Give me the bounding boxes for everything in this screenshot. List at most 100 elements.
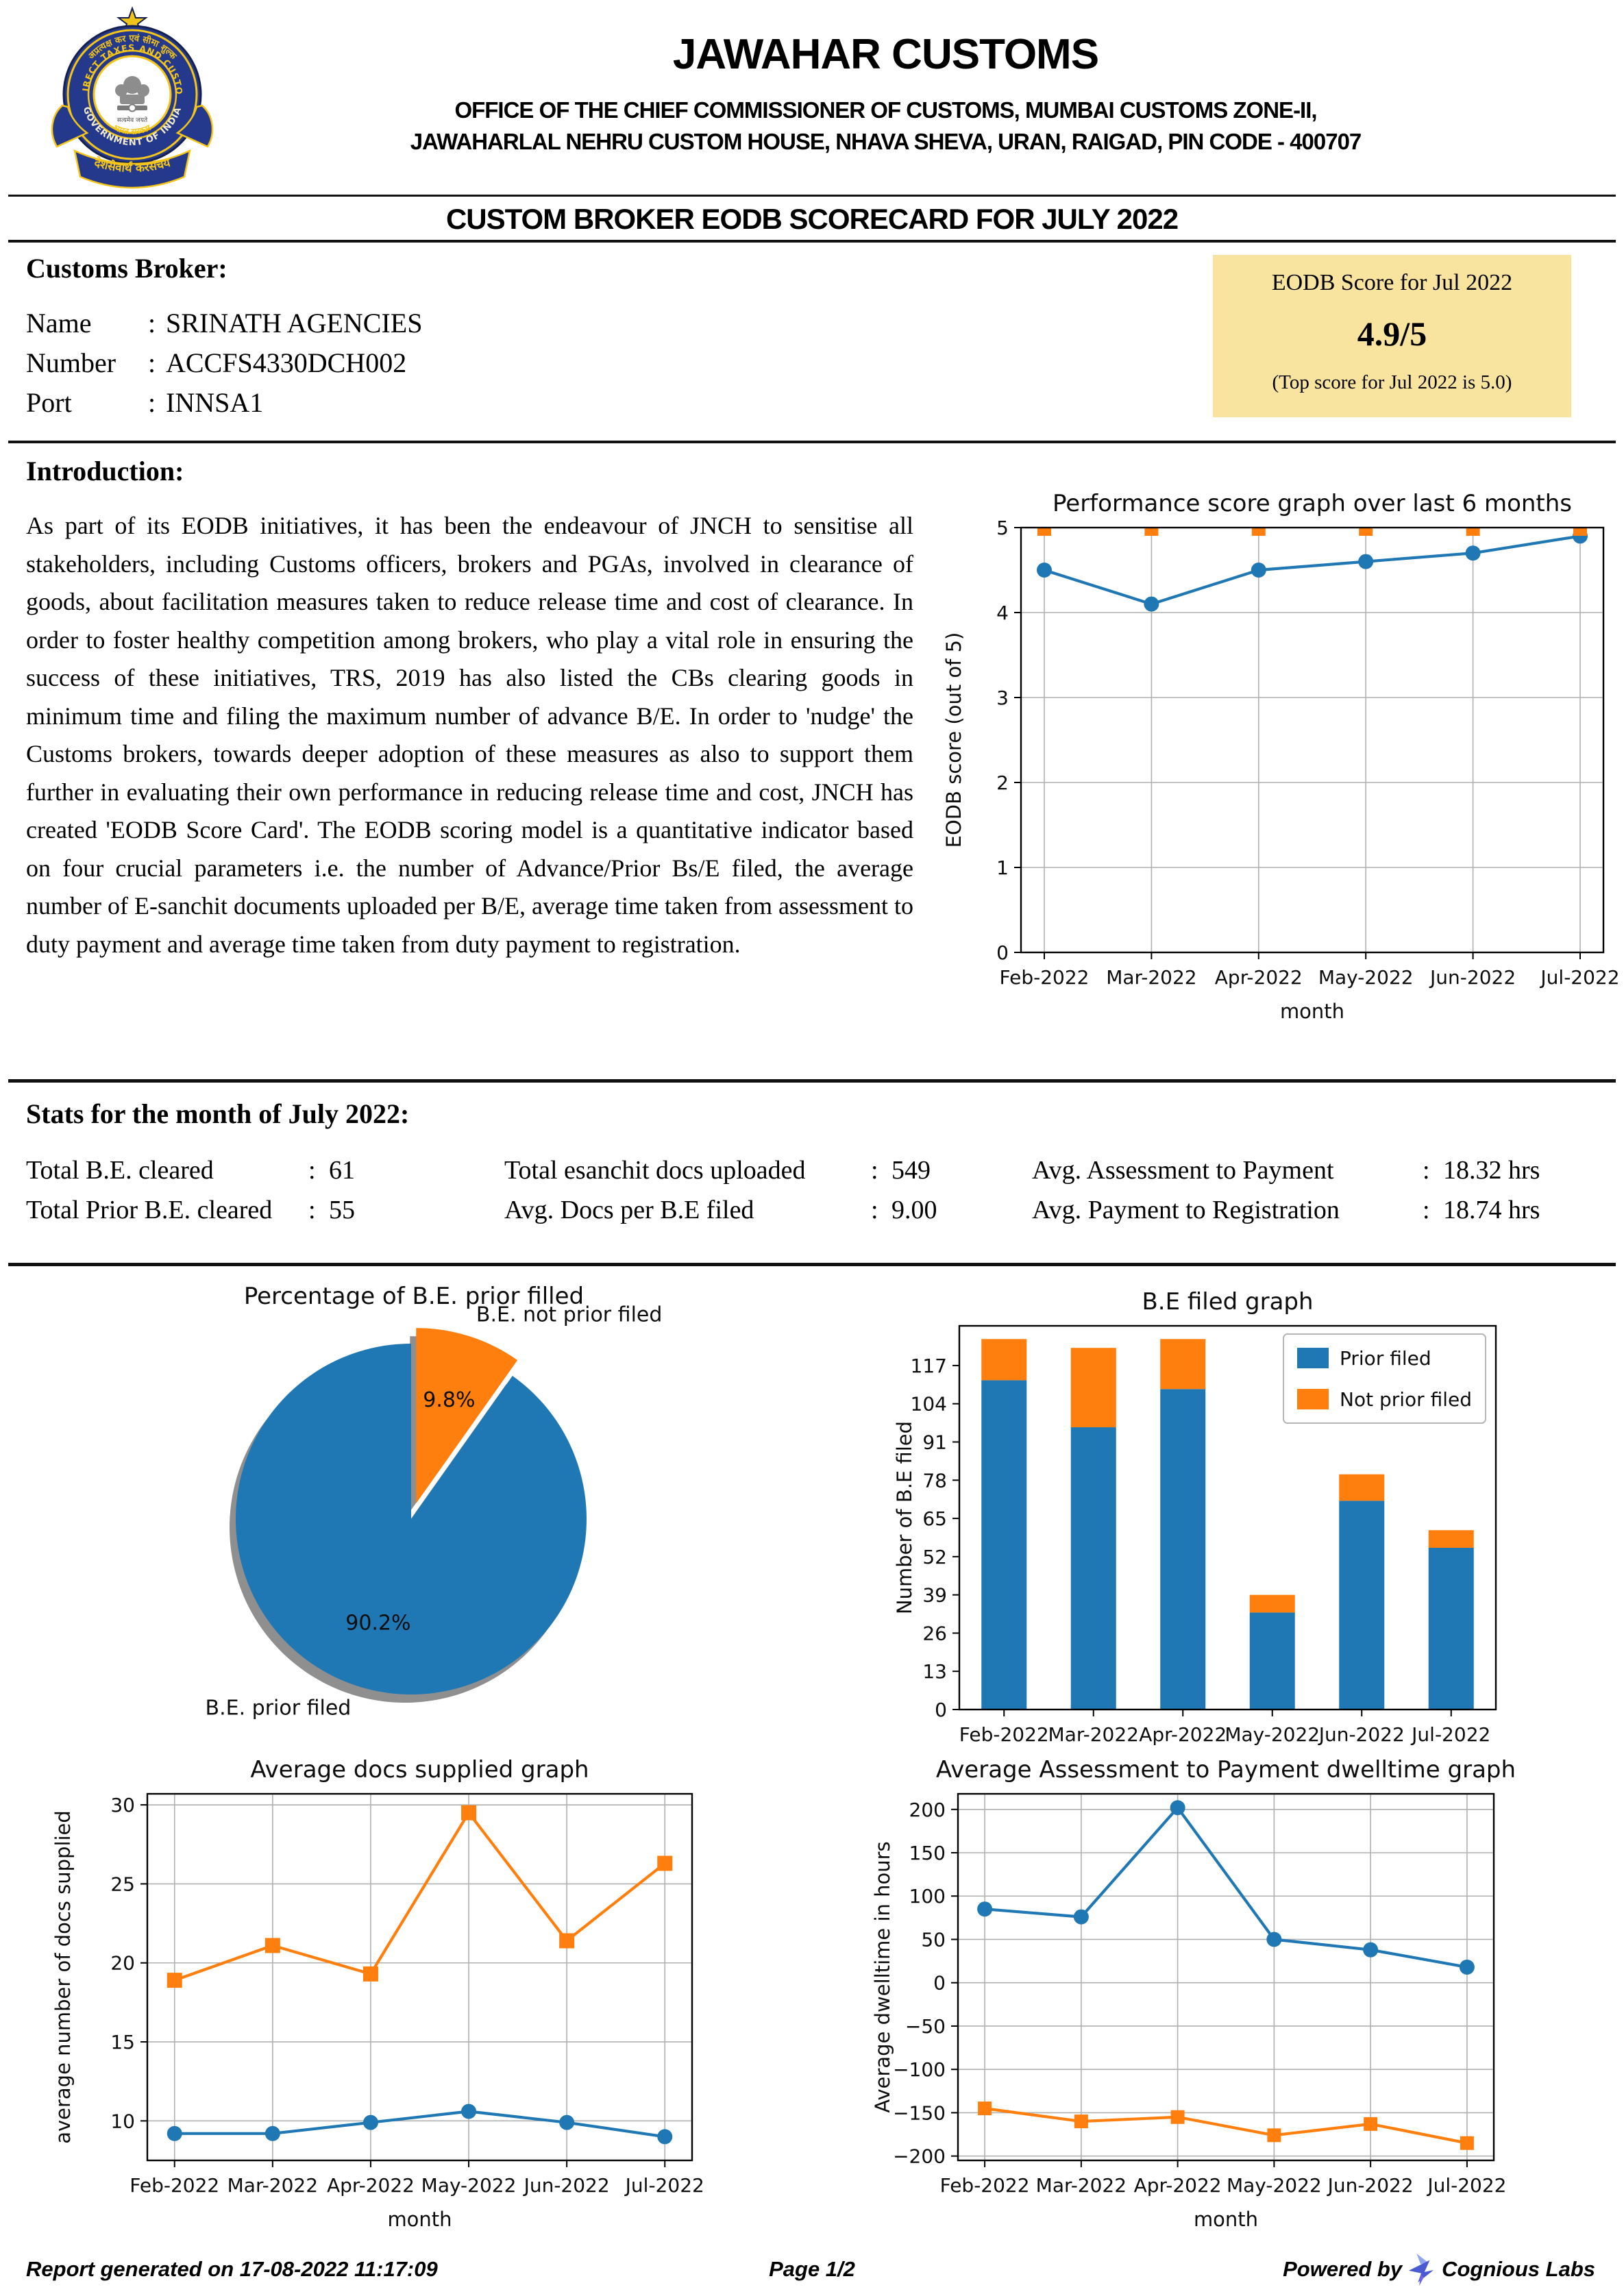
- office-address-line2: JAWAHARLAL NEHRU CUSTOM HOUSE, NHAVA SHE…: [410, 129, 1362, 154]
- ashoka-lion-emblem: [115, 76, 149, 112]
- svg-text:4: 4: [996, 602, 1009, 624]
- svg-text:104: 104: [911, 1393, 947, 1416]
- stat-avg-payment-to-registration: Avg. Payment to Registration:18.74 hrs: [1032, 1195, 1597, 1235]
- svg-text:39: 39: [922, 1584, 947, 1607]
- separator: :: [308, 1156, 316, 1185]
- svg-text:Jul-2022: Jul-2022: [1426, 2174, 1506, 2197]
- score-box-title: EODB Score for Jul 2022: [1271, 270, 1513, 295]
- score-note: (Top score for Jul 2022 is 5.0): [1272, 371, 1512, 393]
- brand-name: Cognious Labs: [1442, 2257, 1595, 2281]
- svg-text:Mar-2022: Mar-2022: [227, 2174, 318, 2197]
- stat-value: 55: [329, 1196, 355, 1224]
- stats-heading: Stats for the month of July 2022:: [26, 1098, 410, 1129]
- divider: [8, 195, 1616, 197]
- svg-text:91: 91: [922, 1431, 947, 1454]
- divider: [8, 1079, 1616, 1083]
- svg-text:0: 0: [996, 941, 1009, 964]
- stat-value: 61: [329, 1156, 355, 1185]
- separator: :: [1423, 1156, 1430, 1185]
- be-filed-bar-chart: Feb-2022 Mar-2022 Apr-2022 May-2022 Jun-2022…: [891, 1268, 1542, 1761]
- stat-total-be-cleared: Total B.E. cleared:61: [26, 1155, 504, 1195]
- cbic-emblem-logo: सत्यमेव जयते अप्रत्यक्ष कर एवं सीमा शुल्…: [38, 0, 222, 190]
- svg-text:10: 10: [110, 2110, 135, 2132]
- field-label: Port: [26, 387, 72, 418]
- svg-text:90.2%: 90.2%: [345, 1611, 410, 1635]
- svg-text:Jun-2022: Jun-2022: [1327, 2174, 1414, 2197]
- svg-text:Apr-2022: Apr-2022: [327, 2174, 415, 2197]
- svg-text:Average Assessment to Payment: Average Assessment to Payment dwelltime …: [936, 1756, 1516, 1784]
- svg-text:Jul-2022: Jul-2022: [624, 2174, 704, 2197]
- svg-text:Apr-2022: Apr-2022: [1215, 966, 1303, 989]
- svg-text:भारत सरकार: भारत सरकार: [112, 123, 153, 137]
- stat-avg-assessment-to-payment: Avg. Assessment to Payment:18.32 hrs: [1032, 1155, 1597, 1195]
- svg-text:Not prior filed: Not prior filed: [1340, 1388, 1472, 1411]
- separator: :: [148, 347, 156, 378]
- stat-value: 18.74 hrs: [1443, 1196, 1540, 1224]
- svg-text:Performance score graph over l: Performance score graph over last 6 mont…: [1053, 490, 1572, 517]
- stat-value: 549: [891, 1156, 931, 1185]
- stat-label: Avg. Docs per B.E filed: [504, 1196, 754, 1224]
- svg-text:May-2022: May-2022: [1225, 1723, 1320, 1746]
- stat-esanchit-docs: Total esanchit docs uploaded:549: [504, 1155, 1032, 1195]
- stat-label: Total B.E. cleared: [26, 1156, 214, 1185]
- powered-by-group: Powered by Cognious Labs: [1283, 2252, 1595, 2287]
- performance-score-chart: Feb-2022 Mar-2022 Apr-2022 May-2022 Jun-2022…: [925, 473, 1624, 1028]
- svg-text:B.E. not prior filed: B.E. not prior filed: [476, 1303, 662, 1327]
- svg-text:Apr-2022: Apr-2022: [1139, 1723, 1227, 1746]
- svg-text:−200: −200: [893, 2145, 946, 2168]
- svg-text:52: 52: [922, 1546, 947, 1568]
- field-label: Number: [26, 347, 116, 378]
- page-number: Page 1/2: [769, 2257, 855, 2281]
- logo-banner: [73, 149, 191, 189]
- svg-text:month: month: [387, 2208, 452, 2231]
- assessment-payment-dwelltime-chart: Feb-2022 Mar-2022 Apr-2022 May-2022 Jun-2022…: [850, 1749, 1535, 2291]
- svg-text:Feb-2022: Feb-2022: [959, 1723, 1049, 1746]
- separator: :: [308, 1196, 316, 1224]
- svg-text:Average dwelltime in hours: Average dwelltime in hours: [871, 1841, 894, 2112]
- svg-text:average number of docs supplie: average number of docs supplied: [51, 1810, 75, 2144]
- separator: :: [871, 1196, 878, 1224]
- svg-text:Mar-2022: Mar-2022: [1106, 966, 1196, 989]
- score-value: 4.9/5: [1357, 314, 1427, 353]
- svg-text:Feb-2022: Feb-2022: [940, 2174, 1030, 2197]
- svg-text:117: 117: [911, 1355, 947, 1377]
- svg-text:May-2022: May-2022: [421, 2174, 517, 2197]
- svg-text:15: 15: [110, 2031, 135, 2054]
- svg-text:Jul-2022: Jul-2022: [1410, 1723, 1490, 1746]
- logo-left-ribbon: [51, 104, 89, 148]
- broker-field-name: Name: SRINATH AGENCIES: [26, 307, 422, 347]
- svg-text:Feb-2022: Feb-2022: [1000, 966, 1090, 989]
- svg-text:B.E. prior filed: B.E. prior filed: [206, 1697, 352, 1720]
- svg-text:Apr-2022: Apr-2022: [1134, 2174, 1222, 2197]
- svg-text:3: 3: [996, 687, 1009, 709]
- svg-text:EODB score (out of 5): EODB score (out of 5): [942, 632, 965, 848]
- introduction-heading: Introduction:: [26, 456, 184, 486]
- powered-by-label: Powered by: [1283, 2257, 1403, 2281]
- svg-text:13: 13: [922, 1660, 947, 1683]
- svg-text:2: 2: [996, 772, 1009, 794]
- stat-value: 18.32 hrs: [1443, 1156, 1540, 1185]
- stat-label: Total esanchit docs uploaded: [504, 1156, 806, 1185]
- separator: :: [1423, 1196, 1430, 1224]
- svg-text:65: 65: [922, 1507, 947, 1530]
- prior-filed-pie-chart: Percentage of B.E. prior filled 9.8% B.E. …: [164, 1271, 685, 1840]
- svg-text:0: 0: [935, 1699, 947, 1721]
- svg-text:100: 100: [909, 1885, 946, 1908]
- svg-text:month: month: [1194, 2208, 1258, 2231]
- svg-text:−150: −150: [893, 2101, 946, 2124]
- svg-text:0: 0: [933, 1972, 946, 1995]
- separator: :: [148, 308, 156, 338]
- svg-text:Prior filed: Prior filed: [1340, 1347, 1431, 1370]
- svg-text:150: 150: [909, 1842, 946, 1864]
- svg-text:Feb-2022: Feb-2022: [130, 2174, 219, 2197]
- eodb-score-box: EODB Score for Jul 2022 4.9/5 (Top score…: [1213, 255, 1571, 417]
- divider: [8, 441, 1616, 443]
- svg-text:78: 78: [922, 1469, 947, 1492]
- svg-text:Jun-2022: Jun-2022: [1318, 1723, 1405, 1746]
- avg-docs-supplied-chart: Feb-2022 Mar-2022 Apr-2022 May-2022 Jun-2022…: [21, 1749, 809, 2291]
- svg-text:26: 26: [922, 1622, 947, 1644]
- stat-label: Total Prior B.E. cleared: [26, 1196, 273, 1224]
- svg-text:9.8%: 9.8%: [423, 1388, 475, 1412]
- separator: :: [148, 387, 156, 418]
- broker-field-port: Port: INNSA1: [26, 386, 422, 426]
